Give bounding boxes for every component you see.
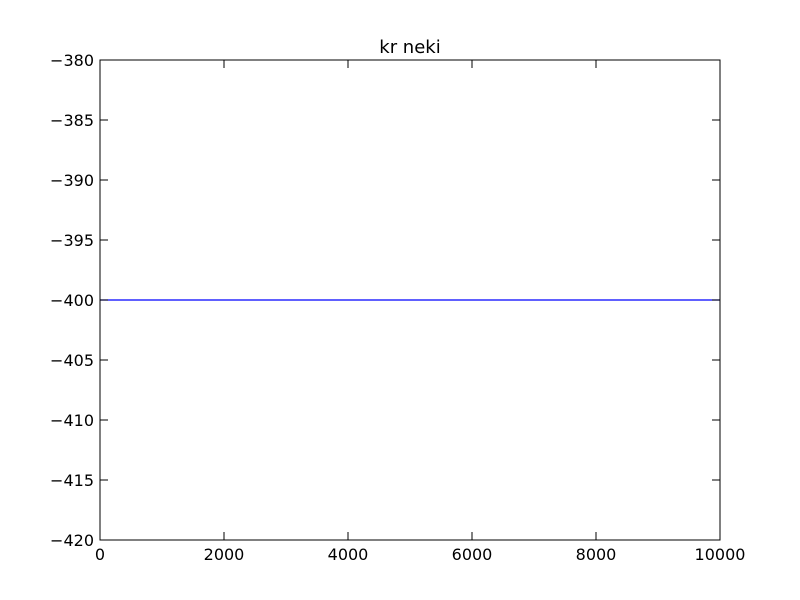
y-tick-label: −405	[50, 351, 94, 370]
y-tick-label: −395	[50, 231, 94, 250]
plot-frame	[99, 59, 721, 541]
y-tick-label: −385	[50, 111, 94, 130]
y-tick-label: −410	[50, 411, 94, 430]
x-tick-label: 2000	[204, 545, 245, 564]
y-tick-label: −380	[50, 51, 94, 70]
x-tick-label: 0	[95, 545, 105, 564]
x-tick-label: 4000	[328, 545, 369, 564]
y-tick-label: −400	[50, 291, 94, 310]
x-tick-label: 10000	[695, 545, 746, 564]
y-tick-label: −390	[50, 171, 94, 190]
y-tick-label: −415	[50, 471, 94, 490]
chart-title: kr neki	[379, 37, 440, 58]
x-tick-label: 6000	[452, 545, 493, 564]
x-tick-label: 8000	[576, 545, 617, 564]
y-tick-label: −420	[50, 531, 94, 550]
